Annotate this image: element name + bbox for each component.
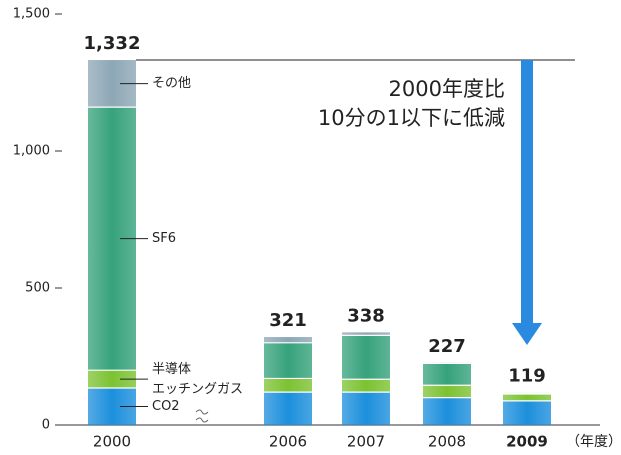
bar-segment <box>342 392 390 425</box>
y-tick-label: 1,000 <box>13 144 50 159</box>
annotation: 2000年度比 <box>389 77 505 101</box>
reduction-arrow <box>512 60 542 345</box>
x-unit-label: （年度） <box>566 434 621 450</box>
bar-segment <box>503 394 551 401</box>
total-label: 321 <box>269 310 307 331</box>
bar-segment <box>88 370 136 389</box>
bar-segment <box>264 378 312 393</box>
series-label: その他 <box>152 76 191 91</box>
x-tick-label: 2007 <box>347 433 385 451</box>
total-label: 1,332 <box>84 33 141 54</box>
total-label: 227 <box>428 336 466 357</box>
x-tick-label: 2009 <box>506 433 548 451</box>
x-tick-label: 2000 <box>93 433 131 451</box>
total-label: 338 <box>347 305 385 326</box>
series-label: CO2 <box>152 399 180 414</box>
x-tick-label: 2006 <box>269 433 307 451</box>
series-label: SF6 <box>152 231 176 246</box>
total-label: 119 <box>508 365 546 386</box>
bar-segment <box>342 379 390 393</box>
bar-segment <box>342 335 390 380</box>
y-tick-label: 1,500 <box>13 7 50 22</box>
bar-segment <box>264 337 312 343</box>
y-tick-label: 500 <box>25 281 50 296</box>
bar-segment <box>503 400 551 425</box>
axis-break <box>195 409 209 423</box>
bar-segment <box>423 385 471 398</box>
bar-segment <box>264 392 312 425</box>
annotation: 10分の1以下に低減 <box>318 106 505 130</box>
y-tick-label: 0 <box>42 418 50 433</box>
bar-segment <box>423 363 471 386</box>
bar-segment <box>342 332 390 336</box>
series-label: 半導体エッチングガス <box>152 362 243 397</box>
x-tick-label: 2008 <box>428 433 466 451</box>
bar-segment <box>423 397 471 425</box>
bar-segment <box>264 342 312 379</box>
